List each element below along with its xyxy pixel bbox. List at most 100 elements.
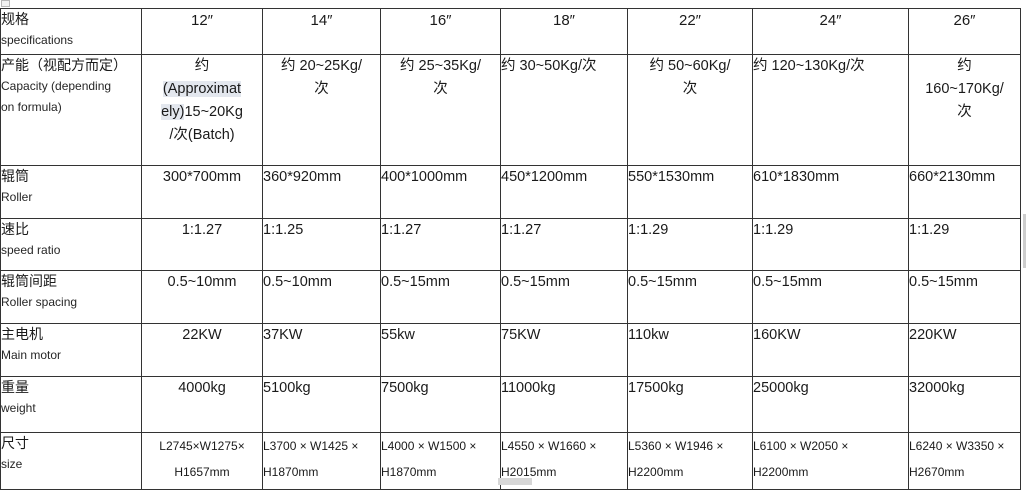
column-header-12: 12″ xyxy=(141,8,263,55)
column-header-16: 16″ xyxy=(380,8,501,55)
size-value-24: L6100 × W2050 × H2200mm xyxy=(752,432,909,490)
capacity-24-line1: 约 120~130Kg/次 xyxy=(753,58,865,74)
row-header-roller: 辊筒 Roller xyxy=(0,165,142,219)
main-motor-value-18: 75KW xyxy=(500,323,628,377)
row-label-cn: 主电机 xyxy=(1,326,44,342)
row-header-roller-spacing: 辊筒间距 Roller spacing xyxy=(0,270,142,324)
row-header-specifications: 规格 specifications xyxy=(0,8,142,55)
roller-spacing-value-14: 0.5~10mm xyxy=(262,270,381,324)
roller-spacing-value-26: 0.5~15mm xyxy=(908,270,1021,324)
size-14-line1: L3700 × W1425 × xyxy=(263,439,359,453)
row-header-weight: 重量 weight xyxy=(0,376,142,433)
roller-value-24: 610*1830mm xyxy=(752,165,909,219)
capacity-value-24: 约 120~130Kg/次 xyxy=(752,54,909,166)
roller-value-12: 300*700mm xyxy=(141,165,263,219)
scroll-position-indicator[interactable] xyxy=(1023,214,1026,268)
size-value-12: L2745×W1275× H1657mm xyxy=(141,432,263,490)
roller-spacing-value-24: 0.5~15mm xyxy=(752,270,909,324)
table-row-speed-ratio: 速比 speed ratio 1:1.27 1:1.25 1:1.27 1:1.… xyxy=(0,218,1021,271)
size-16-line1: L4000 × W1500 × xyxy=(381,439,477,453)
weight-value-26: 32000kg xyxy=(908,376,1021,433)
size-value-22: L5360 × W1946 × H2200mm xyxy=(627,432,753,490)
speed-ratio-value-16: 1:1.27 xyxy=(380,218,501,271)
column-header-22: 22″ xyxy=(627,8,753,55)
column-header-14: 14″ xyxy=(262,8,381,55)
document-corner-marker xyxy=(1,0,10,7)
row-header-capacity: 产能（视配方而定） Capacity (depending on formula… xyxy=(0,54,142,166)
capacity-12-line1: 约 xyxy=(194,58,210,74)
main-motor-value-24: 160KW xyxy=(752,323,909,377)
capacity-value-14: 约 20~25Kg/ 次 xyxy=(262,54,381,166)
capacity-26-line2: 160~170Kg/ xyxy=(925,81,1004,97)
row-label-cn: 辊筒 xyxy=(1,168,30,184)
capacity-14-line1: 约 20~25Kg/ xyxy=(280,58,363,74)
row-label-en: size xyxy=(1,457,23,471)
size-18-line2: H2015mm xyxy=(501,465,557,479)
roller-spacing-value-12: 0.5~10mm xyxy=(141,270,263,324)
speed-ratio-value-22: 1:1.29 xyxy=(627,218,753,271)
speed-ratio-value-18: 1:1.27 xyxy=(500,218,628,271)
size-12-line1: L2745×W1275× xyxy=(159,439,245,453)
column-header-24: 24″ xyxy=(752,8,909,55)
capacity-16-line1: 约 25~35Kg/ xyxy=(399,58,482,74)
row-label-en-line2: on formula) xyxy=(1,100,62,114)
row-label-en: speed ratio xyxy=(1,243,61,257)
roller-spacing-value-22: 0.5~15mm xyxy=(627,270,753,324)
speed-ratio-value-24: 1:1.29 xyxy=(752,218,909,271)
capacity-16-line2: 次 xyxy=(433,81,448,97)
capacity-value-18: 约 30~50Kg/次 xyxy=(500,54,628,166)
speed-ratio-value-14: 1:1.25 xyxy=(262,218,381,271)
roller-value-26: 660*2130mm xyxy=(908,165,1021,219)
size-18-line1: L4550 × W1660 × xyxy=(501,439,597,453)
column-header-26: 26″ xyxy=(908,8,1021,55)
capacity-12-line4: /次(Batch) xyxy=(169,127,235,143)
capacity-18-line1: 约 30~50Kg/次 xyxy=(501,58,597,74)
row-label-en: Roller xyxy=(1,190,33,204)
capacity-12-line3: ely)15~20Kg xyxy=(143,101,262,124)
size-26-line2: H2670mm xyxy=(909,465,965,479)
main-motor-value-16: 55kw xyxy=(380,323,501,377)
capacity-22-line1: 约 50~60Kg/ xyxy=(649,58,731,74)
roller-value-14: 360*920mm xyxy=(262,165,381,219)
size-26-line1: L6240 × W3350 × xyxy=(909,439,1005,453)
page-break-marker xyxy=(498,478,532,485)
row-label-cn: 重量 xyxy=(1,379,30,395)
table-row-roller-spacing: 辊筒间距 Roller spacing 0.5~10mm 0.5~10mm 0.… xyxy=(0,270,1021,324)
table-row-capacity: 产能（视配方而定） Capacity (depending on formula… xyxy=(0,54,1021,166)
roller-spacing-value-16: 0.5~15mm xyxy=(380,270,501,324)
size-value-14: L3700 × W1425 × H1870mm xyxy=(262,432,381,490)
size-22-line2: H2200mm xyxy=(628,465,684,479)
size-value-16: L4000 × W1500 × H1870mm xyxy=(380,432,501,490)
main-motor-value-14: 37KW xyxy=(262,323,381,377)
speed-ratio-value-12: 1:1.27 xyxy=(141,218,263,271)
row-label-en: weight xyxy=(1,401,36,415)
row-label-cn: 辊筒间距 xyxy=(1,273,58,289)
size-14-line2: H1870mm xyxy=(263,465,319,479)
capacity-12-line3-rest: 15~20Kg xyxy=(184,104,243,120)
row-header-main-motor: 主电机 Main motor xyxy=(0,323,142,377)
weight-value-12: 4000kg xyxy=(141,376,263,433)
weight-value-14: 5100kg xyxy=(262,376,381,433)
size-value-26: L6240 × W3350 × H2670mm xyxy=(908,432,1021,490)
capacity-14-line2: 次 xyxy=(314,81,329,97)
table-row-weight: 重量 weight 4000kg 5100kg 7500kg 11000kg 1… xyxy=(0,376,1021,433)
size-24-line1: L6100 × W2050 × xyxy=(753,439,849,453)
row-header-speed-ratio: 速比 speed ratio xyxy=(0,218,142,271)
roller-spacing-value-18: 0.5~15mm xyxy=(500,270,628,324)
capacity-12-line2: (Approximat xyxy=(143,78,262,101)
table-row-main-motor: 主电机 Main motor 22KW 37KW 55kw 75KW 110kw… xyxy=(0,323,1021,377)
capacity-value-22: 约 50~60Kg/ 次 xyxy=(627,54,753,166)
row-label-cn: 产能（视配方而定） xyxy=(1,57,128,73)
capacity-22-line2: 次 xyxy=(682,81,698,97)
row-label-en: Main motor xyxy=(1,348,62,362)
roller-value-22: 550*1530mm xyxy=(627,165,753,219)
weight-value-22: 17500kg xyxy=(627,376,753,433)
size-22-line1: L5360 × W1946 × xyxy=(628,439,724,453)
row-label-en-line1: Capacity (depending xyxy=(1,79,112,93)
specification-table: 规格 specifications 12″ 14″ 16″ 18″ 22″ 24… xyxy=(0,8,1021,490)
row-label-en: specifications xyxy=(1,33,74,47)
roller-value-16: 400*1000mm xyxy=(380,165,501,219)
capacity-12-highlight-a: (Approximat xyxy=(162,81,242,97)
table-row-size: 尺寸 size L2745×W1275× H1657mm L3700 × W14… xyxy=(0,432,1021,490)
size-24-line2: H2200mm xyxy=(753,465,809,479)
